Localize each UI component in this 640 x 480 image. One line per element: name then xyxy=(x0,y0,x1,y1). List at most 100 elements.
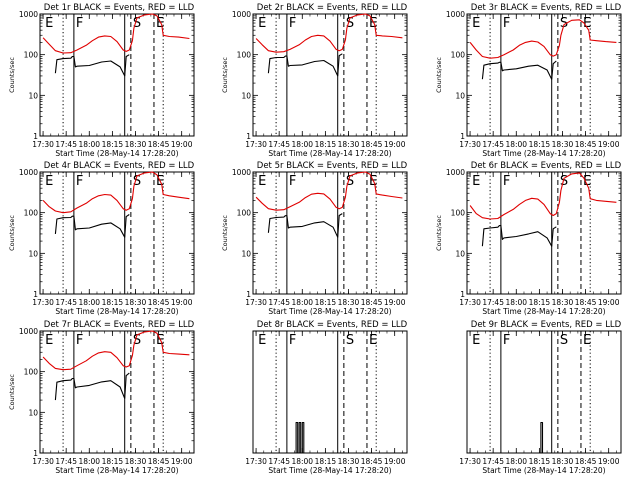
panel-title: Det 1r BLACK = Events, RED = LLD xyxy=(44,3,195,13)
y-tick-label: 1000 xyxy=(446,10,465,19)
x-tick-label: 17:30 xyxy=(245,457,267,466)
y-tick-label: 100 xyxy=(24,209,39,218)
x-tick-label: 18:00 xyxy=(505,140,527,149)
x-tick-label: 19:00 xyxy=(171,457,193,466)
x-axis-label: Start Time (28-May-14 17:28:20) xyxy=(268,466,391,475)
x-tick-label: 18:00 xyxy=(291,298,313,307)
x-tick-label: 18:30 xyxy=(552,298,574,307)
marker-label: S xyxy=(560,174,568,189)
plot-frame xyxy=(39,13,195,137)
panel-title: Det 3r BLACK = Events, RED = LLD xyxy=(471,3,622,13)
panel-7: Det 7r BLACK = Events, RED = LLD 1 10 100 10… xyxy=(8,320,195,475)
marker-label: E xyxy=(583,333,591,348)
x-tick-label: 18:15 xyxy=(315,140,337,149)
y-tick-label: 1000 xyxy=(446,168,465,177)
plot-frame xyxy=(252,13,408,137)
x-tick-label: 19:00 xyxy=(598,298,620,307)
marker-label: E xyxy=(583,16,591,31)
marker-label: E xyxy=(472,174,480,189)
series-line-lld xyxy=(469,19,617,59)
y-tick-label: 100 xyxy=(451,51,466,60)
marker-label: S xyxy=(133,333,141,348)
x-axis-label: Start Time (28-May-14 17:28:20) xyxy=(268,307,391,316)
panel-title: Det 9r BLACK = Events, RED = LLD xyxy=(471,320,622,330)
marker-label: E xyxy=(45,333,53,348)
x-tick-label: 18:45 xyxy=(575,457,597,466)
y-tick-label: 10 xyxy=(241,249,251,258)
x-tick-label: 18:30 xyxy=(125,298,147,307)
x-tick-label: 17:30 xyxy=(245,298,267,307)
x-tick-label: 17:30 xyxy=(459,140,481,149)
x-tick-label: 18:30 xyxy=(338,457,360,466)
y-axis-label: Counts/sec xyxy=(8,215,16,251)
marker-label: F xyxy=(289,333,296,348)
plot-frame xyxy=(252,330,408,454)
x-tick-label: 18:45 xyxy=(361,457,383,466)
y-tick-label: 10 xyxy=(241,91,251,100)
series-line-events xyxy=(267,53,343,77)
x-tick-label: 18:00 xyxy=(78,140,100,149)
x-tick-label: 18:45 xyxy=(148,298,170,307)
marker-label: F xyxy=(503,174,510,189)
plot-frame xyxy=(39,171,195,295)
marker-label: S xyxy=(346,333,354,348)
y-tick-label: 1000 xyxy=(19,10,38,19)
y-tick-label: 1 xyxy=(33,132,38,141)
marker-label: E xyxy=(45,16,53,31)
x-tick-label: 19:00 xyxy=(384,457,406,466)
series-line-lld xyxy=(469,172,617,220)
marker-label: F xyxy=(289,16,296,31)
x-tick-label: 18:45 xyxy=(575,298,597,307)
x-tick-label: 17:45 xyxy=(55,457,77,466)
x-tick-label: 18:45 xyxy=(148,457,170,466)
panel-title: Det 8r BLACK = Events, RED = LLD xyxy=(257,320,408,330)
panel-3: Det 3r BLACK = Events, RED = LLD 1 10 100 10… xyxy=(435,3,622,158)
x-tick-label: 18:45 xyxy=(575,140,597,149)
y-tick-label: 1 xyxy=(460,290,465,299)
y-axis-label: Counts/sec xyxy=(8,57,16,93)
x-tick-label: 18:00 xyxy=(78,457,100,466)
plot-frame xyxy=(466,171,622,295)
x-tick-label: 19:00 xyxy=(171,298,193,307)
marker-label: S xyxy=(560,333,568,348)
x-tick-label: 18:00 xyxy=(291,140,313,149)
y-tick-label: 100 xyxy=(24,51,39,60)
panel-title: Det 7r BLACK = Events, RED = LLD xyxy=(44,320,195,330)
panel-title: Det 5r BLACK = Events, RED = LLD xyxy=(257,161,408,171)
panel-1: Det 1r BLACK = Events, RED = LLD 1 10 100 10… xyxy=(8,3,195,158)
x-tick-label: 19:00 xyxy=(384,140,406,149)
x-tick-label: 17:45 xyxy=(268,457,290,466)
marker-label: E xyxy=(472,16,480,31)
x-tick-label: 18:45 xyxy=(361,298,383,307)
x-tick-label: 17:45 xyxy=(268,140,290,149)
marker-label: E xyxy=(583,174,591,189)
plot-frame xyxy=(466,330,622,454)
x-tick-label: 17:30 xyxy=(245,140,267,149)
y-tick-label: 1000 xyxy=(232,168,251,177)
series-line-lld xyxy=(42,171,190,214)
x-axis-label: Start Time (28-May-14 17:28:20) xyxy=(55,466,178,475)
x-tick-label: 17:30 xyxy=(32,457,54,466)
y-tick-label: 10 xyxy=(28,91,38,100)
panel-6: Det 6r BLACK = Events, RED = LLD 1 10 100 10… xyxy=(435,161,622,316)
marker-label: E xyxy=(472,333,480,348)
marker-label: F xyxy=(503,16,510,31)
x-tick-label: 18:15 xyxy=(529,298,551,307)
x-tick-label: 19:00 xyxy=(598,457,620,466)
x-tick-label: 18:30 xyxy=(125,140,147,149)
x-tick-label: 18:30 xyxy=(552,140,574,149)
marker-label: E xyxy=(258,333,266,348)
marker-label: E xyxy=(369,333,377,348)
y-tick-label: 1 xyxy=(246,132,251,141)
panel-title: Det 4r BLACK = Events, RED = LLD xyxy=(44,161,195,171)
x-tick-label: 18:15 xyxy=(315,457,337,466)
panel-4: Det 4r BLACK = Events, RED = LLD 1 10 100 10… xyxy=(8,161,195,316)
x-axis-label: Start Time (28-May-14 17:28:20) xyxy=(268,149,391,158)
marker-label: S xyxy=(133,174,141,189)
marker-label: S xyxy=(346,174,354,189)
x-tick-label: 17:45 xyxy=(268,298,290,307)
series-line-events xyxy=(481,225,557,247)
y-tick-label: 10 xyxy=(455,91,465,100)
y-tick-label: 1 xyxy=(246,290,251,299)
